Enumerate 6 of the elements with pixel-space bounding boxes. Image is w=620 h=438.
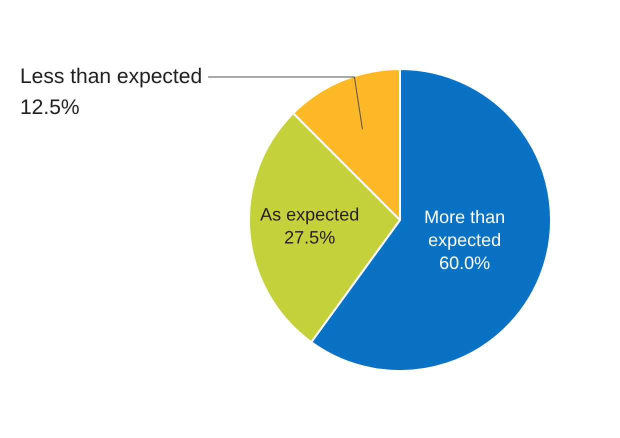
data-label: 12.5% [20,96,80,119]
slice-label: Less than expected [20,64,202,88]
data-label: 27.5% [284,228,336,248]
data-label: 60.0% [439,252,490,273]
slice-label: As expected [260,204,360,225]
slice-label: More than expected [424,206,506,250]
